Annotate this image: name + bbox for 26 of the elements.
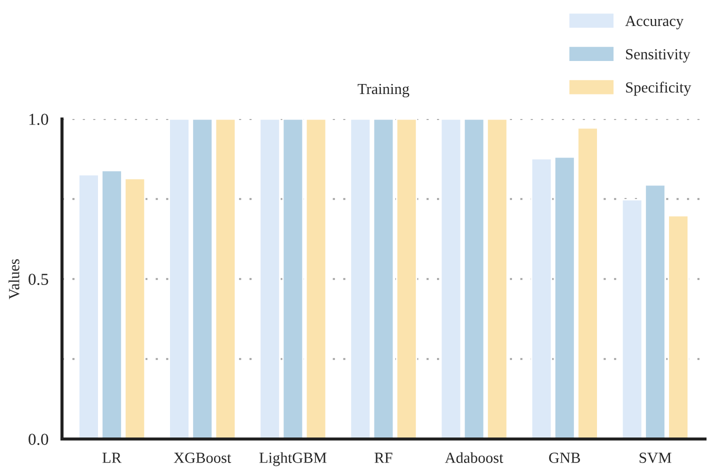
bar [282,119,304,439]
chart-title: Training [358,84,410,98]
bar [440,119,462,439]
y-axis-title: Values [8,259,20,300]
bar [350,119,372,439]
bar [214,119,236,439]
bar [372,119,394,439]
legend-label: Accuracy [625,16,684,30]
x-tick-label: LightGBM [259,452,326,466]
x-tick-label: LR [102,452,122,463]
bar [463,119,485,439]
x-tick-label: XGBoost [174,452,232,463]
y-tick-label: 0.0 [28,434,48,446]
x-tick-label: GNB [549,452,580,463]
bar [305,119,327,439]
x-tick-label: RF [374,452,392,463]
bar [396,119,418,439]
bar [259,119,280,439]
y-tick-label: 1.0 [29,114,48,126]
legend-label: Sensitivity [626,49,690,62]
y-tick-label: 0.5 [28,274,48,286]
x-tick-label: SVM [640,452,672,464]
legend-label: Specificity [626,82,692,96]
x-tick-label: Adaboost [444,452,504,463]
bar [530,158,552,439]
bar [486,119,508,439]
